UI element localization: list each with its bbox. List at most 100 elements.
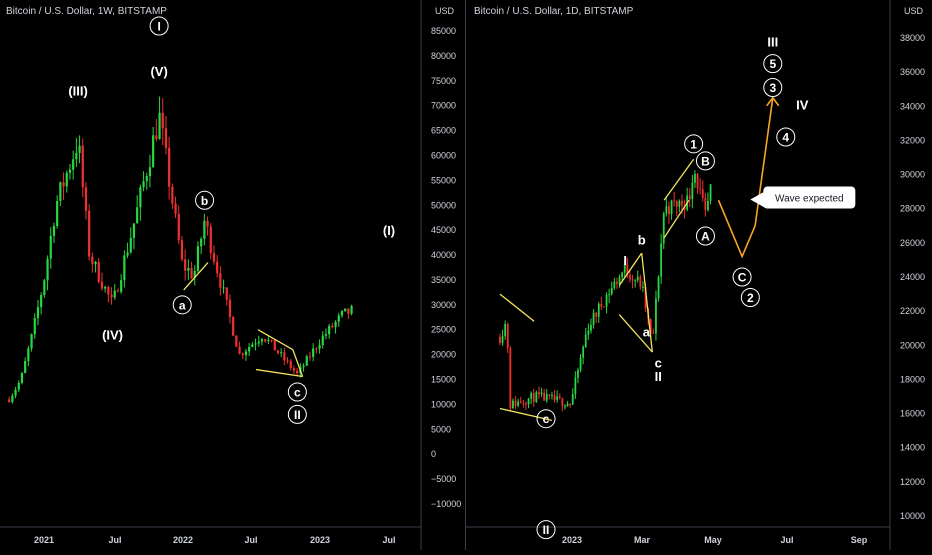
candle-body [569,403,572,405]
wedge-line [499,293,535,322]
wave-label: II [655,369,662,384]
wave-label-circle [763,54,783,74]
candle-body [40,295,43,308]
y-tick-label: 22000 [900,306,925,316]
candle-body [225,287,228,300]
wave-label: II [543,523,550,537]
daily-chart-svg[interactable]: USD3800036000340003200030000280002600024… [466,0,932,550]
wave-label-circle [287,382,307,402]
candle-body [629,274,631,280]
wave-label: 3 [769,81,776,95]
wedge-line [618,252,643,286]
candle-body [344,308,347,312]
candle-body [24,361,27,374]
y-tick-label: 60000 [431,150,456,160]
candle-body [587,330,590,335]
candle-body [305,356,308,366]
candle-body [84,187,88,211]
y-tick-label: 30000 [900,170,925,180]
candle-body [525,403,527,405]
candle-body [59,182,62,201]
candle-body [88,210,91,257]
candle-body [644,286,647,309]
candle-body [129,237,132,253]
candle-body [551,395,553,397]
candle-body [100,281,104,289]
y-tick-label: 30000 [431,300,456,310]
candle-body [110,294,113,298]
candle-body [613,281,616,288]
candle-body [512,400,514,409]
candle-body [334,321,337,328]
candle-body [251,344,254,347]
candle-body [608,294,611,296]
candle-body [171,186,174,204]
candle-body [168,147,171,187]
daily-chart-panel[interactable]: Bitcoin / U.S. Dollar, 1D, BITSTAMP USD 3… [466,0,932,550]
projection-path [717,97,774,259]
candle-body [678,200,681,207]
candle-body [699,188,702,190]
candle-body [328,325,331,335]
candle-body [504,324,507,337]
candle-body [97,261,100,282]
wave-label: (V) [150,64,167,79]
candle-body [14,389,17,396]
y-tick-label: 40000 [431,250,456,260]
candle-body [219,273,222,288]
candle-body [707,200,709,211]
wave-label: B [701,154,710,168]
candle-body [577,370,579,378]
candle-body [688,195,691,200]
wave-label-circle [536,409,556,429]
candle-body [527,398,530,405]
wave-label: c [543,412,550,426]
candle-body [517,401,520,406]
wave-label: A [701,230,710,244]
candle-body [631,279,634,281]
candle-body [65,172,68,187]
candle-body [545,394,548,401]
wedge-line [292,349,304,377]
x-tick-label: Jul [780,535,793,545]
price-axis-unit: USD [904,6,924,16]
candle-body [267,339,270,342]
y-tick-label: 70000 [431,101,456,111]
candle-body [579,357,582,371]
wave-label: 1 [690,137,697,151]
candle-body [642,286,644,288]
candle-body [519,401,522,404]
panel-divider[interactable] [465,0,466,550]
weekly-chart-svg[interactable]: USD 85000 80000 75000 70000 65000 60000 55000 50… [0,0,466,550]
weekly-chart-panel[interactable]: Bitcoin / U.S. Dollar, 1W, BITSTAMP USD 8… [0,0,466,550]
wave-label: (I) [383,223,395,238]
candle-body [11,395,14,402]
candle-body [566,403,569,407]
candle-body [209,226,212,254]
candle-body [655,298,657,334]
candle-body [530,393,533,399]
wedge-line [255,368,303,378]
candle-body [350,305,353,314]
candle-body [556,396,559,401]
candle-body [681,200,683,206]
candle-body [337,315,340,322]
candle-body [499,336,501,343]
wave-label: c [655,355,662,370]
wave-label-circle [195,190,215,210]
candle-body [709,184,712,201]
candle-body [177,213,180,241]
candle-body [8,399,11,402]
candle-body [184,259,187,271]
y-tick-label: 75000 [431,76,456,86]
candle-body [94,261,97,265]
candle-body [571,394,574,405]
candle-body [668,206,670,215]
wave-label: IV [796,98,809,113]
candle-body [324,334,328,336]
wedge-line [663,158,695,201]
candle-body [139,187,142,208]
candle-body [603,306,605,308]
candle-body [56,200,59,227]
y-tick-label: 85000 [431,26,456,36]
